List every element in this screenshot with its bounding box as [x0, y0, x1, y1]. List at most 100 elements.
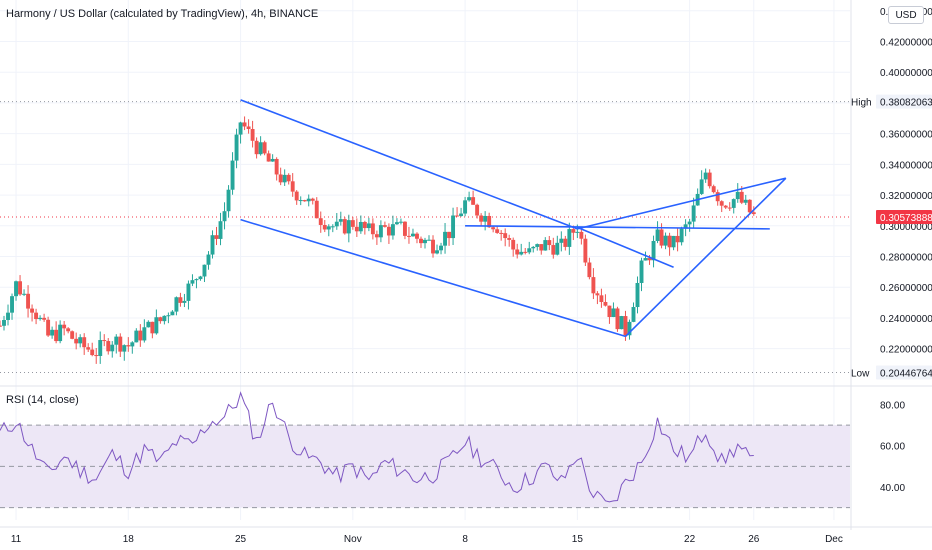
candle-body [358, 221, 363, 232]
candle-body [423, 239, 427, 244]
candle-body [519, 251, 524, 255]
candle-body [495, 229, 500, 233]
trendline[interactable] [577, 226, 674, 269]
candle-body [142, 327, 147, 341]
candle-body [543, 240, 548, 251]
candle-body [611, 308, 616, 318]
candle-body [290, 181, 295, 192]
candle-body [407, 235, 411, 237]
candle-body [234, 134, 239, 161]
candle-body [310, 198, 315, 201]
high-label: High [851, 98, 872, 109]
candle-body [487, 215, 492, 228]
candle-body [334, 221, 339, 227]
candle-body [551, 245, 556, 255]
candle-body [483, 215, 488, 222]
candle-body [114, 336, 119, 345]
time-tick-label: 26 [748, 534, 760, 545]
candle-body [579, 231, 584, 239]
candle-body [659, 229, 664, 246]
candle-body [66, 328, 71, 332]
candle-body [318, 218, 323, 225]
candle-body [314, 200, 319, 219]
rsi-tick-label: 60.00 [880, 442, 905, 453]
trendline[interactable] [240, 99, 578, 230]
candle-body [118, 336, 123, 352]
price-tick-label: 0.30000000 [880, 222, 932, 233]
candle-body [587, 262, 592, 278]
candle-body [246, 126, 251, 130]
candle-body [370, 223, 375, 235]
candle-body [266, 153, 271, 162]
candle-body [38, 317, 43, 320]
trendline[interactable] [577, 177, 787, 230]
current-price-tag [876, 209, 932, 224]
candle-body [134, 330, 139, 343]
candle-body [639, 260, 644, 283]
candle-body [499, 232, 504, 234]
candle-body [46, 319, 51, 336]
candle-body [0, 325, 2, 327]
candle-body [70, 331, 75, 339]
candle-body [635, 282, 640, 308]
candle-body [286, 174, 291, 182]
candle-body [182, 300, 187, 303]
candle-body [186, 283, 191, 301]
candle-body [86, 347, 91, 350]
candle-body [559, 238, 564, 243]
candle-body [102, 340, 107, 342]
trendline[interactable] [240, 218, 626, 338]
candle-body [683, 224, 688, 229]
candles [0, 116, 756, 364]
candle-body [378, 225, 383, 238]
candle-body [615, 308, 620, 330]
low-tag [876, 365, 932, 380]
candle-body [539, 244, 544, 251]
time-tick-label: 11 [11, 534, 22, 545]
candle-body [479, 215, 484, 222]
candle-body [627, 321, 632, 336]
candle-body [198, 276, 203, 280]
price-tick-label: 0.24000000 [880, 314, 932, 325]
candle-body [711, 186, 716, 193]
candle-body [18, 281, 23, 295]
candle-body [603, 302, 608, 306]
candle-body [599, 295, 604, 303]
candle-body [302, 200, 307, 202]
currency-button[interactable]: USD [888, 6, 924, 24]
candle-body [78, 337, 83, 344]
trendline[interactable] [465, 224, 770, 230]
candle-body [731, 199, 736, 208]
candle-body [555, 242, 560, 255]
candle-body [411, 233, 415, 237]
candle-body [178, 297, 183, 303]
candle-body [747, 199, 752, 213]
candle-body [447, 231, 452, 239]
candle-body [130, 342, 135, 347]
low-value: 0.20446764 [880, 369, 932, 380]
price-tick-label: 0.34000000 [880, 160, 932, 171]
candle-body [739, 191, 744, 203]
time-tick-label: 8 [462, 534, 468, 545]
candle-body [158, 317, 163, 322]
candle-body [22, 293, 27, 295]
candle-body [170, 311, 175, 316]
candle-body [475, 204, 480, 216]
candle-body [671, 235, 676, 248]
candle-body [2, 319, 6, 326]
candle-body [26, 293, 31, 309]
time-tick-label: 25 [235, 534, 247, 545]
candle-body [691, 205, 696, 222]
candle-body [282, 174, 287, 183]
price-tick-label: 0.26000000 [880, 283, 932, 294]
trendline[interactable] [624, 177, 787, 337]
candle-body [535, 244, 540, 247]
candle-body [455, 215, 460, 217]
candle-body [174, 297, 179, 312]
candle-body [122, 345, 127, 352]
candle-body [563, 238, 568, 247]
candle-body [354, 226, 359, 232]
high-tag [876, 94, 932, 109]
candle-body [94, 355, 99, 357]
